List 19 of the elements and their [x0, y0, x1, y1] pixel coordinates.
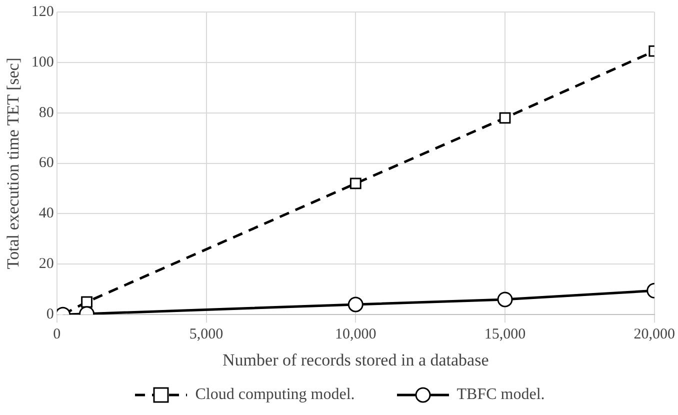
x-tick-label: 10,000 [335, 326, 376, 343]
legend-label: TBFC model. [456, 386, 545, 404]
y-axis-title: Total execution time TET [sec] [4, 58, 23, 270]
x-tick-label: 15,000 [484, 326, 526, 343]
point [348, 296, 364, 312]
x-tick-label: 20,000 [634, 326, 675, 343]
y-tick-label: 20 [38, 256, 54, 272]
y-tick-label: 0 [46, 306, 54, 323]
x-tick-label: 5,000 [189, 326, 224, 343]
point [497, 292, 513, 308]
y-tick-label: 80 [38, 104, 54, 121]
point [499, 112, 511, 124]
y-tick-label: 120 [31, 4, 54, 20]
point [350, 178, 362, 190]
x-axis-title: Number of records stored in a database [222, 350, 489, 370]
y-tick-label: 100 [31, 54, 54, 70]
y-tick-label: 60 [38, 155, 54, 172]
y-tick-label: 40 [38, 206, 54, 222]
legend-label: Cloud computing model. [195, 386, 355, 404]
